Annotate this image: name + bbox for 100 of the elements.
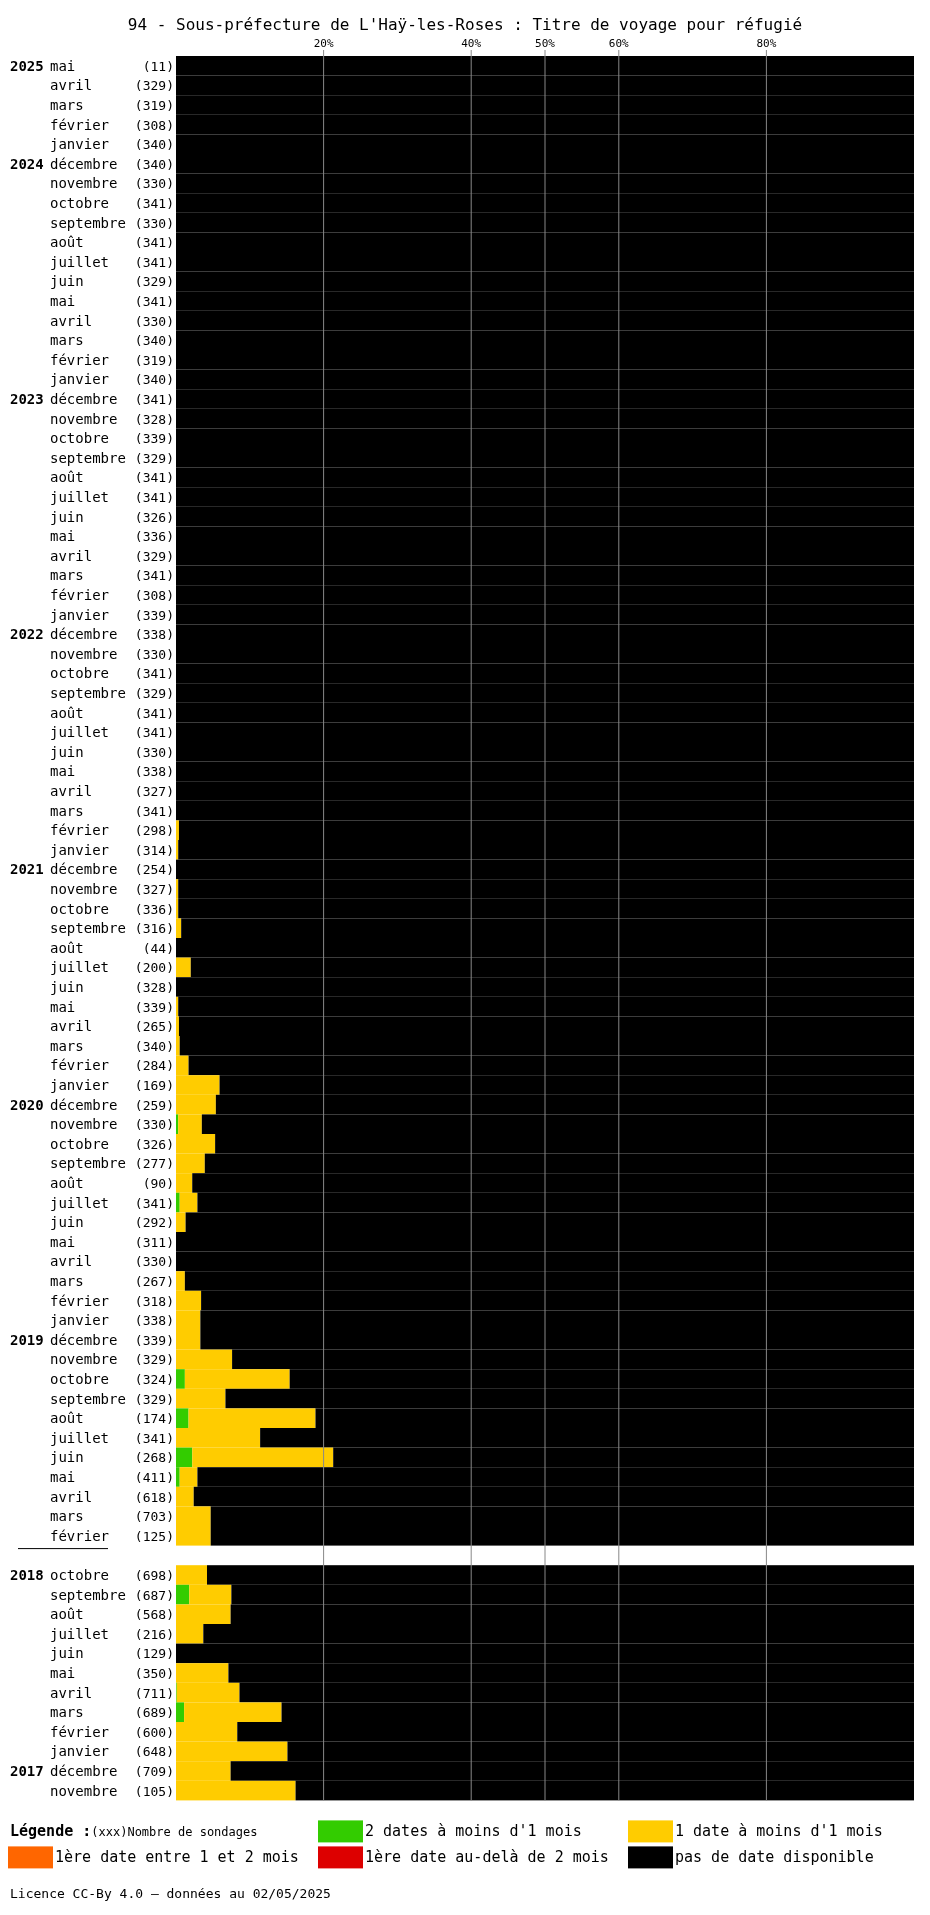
category-label: mai (339) bbox=[50, 998, 174, 1015]
category-label: janvier (314) bbox=[50, 841, 174, 858]
category-label: 2025 mai (11) bbox=[10, 57, 174, 74]
category-label: mai (350) bbox=[50, 1665, 174, 1681]
category-label: 2018 octobre (698) bbox=[10, 1567, 174, 1583]
category-label: octobre (339) bbox=[50, 430, 174, 447]
y-tick-label: septembre (329) bbox=[50, 685, 174, 701]
x-tick-label: 80% bbox=[756, 37, 777, 50]
category-label: mars (341) bbox=[50, 567, 174, 584]
category-label: juillet (200) bbox=[50, 959, 174, 976]
category-label: 2020 décembre (259) bbox=[10, 1096, 174, 1113]
x-tick-label: 50% bbox=[535, 37, 556, 50]
category-label: août (174) bbox=[50, 1410, 174, 1427]
category-label: octobre (341) bbox=[50, 665, 174, 682]
category-label: mai (338) bbox=[50, 763, 174, 780]
category-label: août (341) bbox=[50, 234, 174, 251]
y-tick-label: septembre (277) bbox=[50, 1155, 174, 1172]
category-label: octobre (324) bbox=[50, 1371, 174, 1387]
x-tick-label: 20% bbox=[313, 37, 334, 50]
category-label: novembre (328) bbox=[50, 410, 174, 427]
category-label: janvier (169) bbox=[50, 1077, 174, 1093]
text: (xxx)Nombre de sondages bbox=[91, 1825, 258, 1840]
category-label: avril (329) bbox=[50, 77, 174, 94]
category-label: janvier (340) bbox=[50, 371, 174, 388]
y-tick-label: septembre (316) bbox=[50, 920, 174, 937]
x-tick-label: 40% bbox=[461, 37, 482, 50]
category-label: juillet (216) bbox=[50, 1625, 174, 1642]
category-label: juillet (341) bbox=[50, 253, 174, 270]
category-label: mai (411) bbox=[50, 1469, 174, 1485]
category-label: février (308) bbox=[50, 587, 174, 603]
category-label: juin (292) bbox=[50, 1214, 174, 1231]
category-label: juin (329) bbox=[50, 273, 174, 290]
x-tick-label: 60% bbox=[608, 37, 630, 50]
category-label: janvier (340) bbox=[50, 136, 174, 153]
category-label: janvier (339) bbox=[50, 606, 174, 623]
category-label: avril (265) bbox=[50, 1018, 174, 1035]
category-label: 2023 décembre (341) bbox=[10, 391, 174, 407]
chart-title: 94 - Sous-préfecture de L'Haÿ-les-Roses : Titre de voyage pour réfugié bbox=[127, 15, 803, 34]
category-label: mars (341) bbox=[50, 802, 174, 819]
category-label: juin (326) bbox=[50, 508, 174, 525]
category-label: 2019 décembre (339) bbox=[10, 1331, 174, 1348]
category-label: août (341) bbox=[50, 704, 174, 721]
legend-label: 1ère date au-delà de 2 mois bbox=[365, 1848, 609, 1867]
category-label: juin (268) bbox=[50, 1449, 174, 1466]
y-tick-label: septembre (329) bbox=[50, 1390, 174, 1407]
category-label: janvier (648) bbox=[50, 1743, 174, 1760]
legend-label: 1ère date entre 1 et 2 mois bbox=[55, 1848, 299, 1867]
category-label: octobre (341) bbox=[50, 195, 174, 211]
category-label: février (600) bbox=[50, 1723, 174, 1740]
category-label: avril (327) bbox=[50, 783, 174, 799]
category-label: août (90) bbox=[50, 1175, 174, 1191]
category-label: juillet (341) bbox=[50, 1429, 174, 1446]
category-label: 2021 décembre (254) bbox=[10, 861, 174, 878]
category-label: avril (330) bbox=[50, 1253, 174, 1270]
category-label: novembre (330) bbox=[50, 1116, 174, 1133]
category-label: avril (711) bbox=[50, 1684, 174, 1701]
y-tick-label: septembre (330) bbox=[50, 214, 174, 231]
category-label: novembre (327) bbox=[50, 881, 174, 897]
category-label: mars (267) bbox=[50, 1273, 174, 1289]
category-label: février (318) bbox=[50, 1292, 174, 1309]
category-label: février (319) bbox=[50, 351, 174, 368]
legend-label: 2 dates à moins d'1 mois bbox=[365, 1822, 582, 1841]
category-label: novembre (330) bbox=[50, 175, 174, 192]
y-tick-label: septembre (687) bbox=[50, 1586, 174, 1603]
category-label: juin (129) bbox=[50, 1645, 174, 1662]
legend-label: 1 date à moins d'1 mois bbox=[675, 1822, 883, 1841]
category-label: 2022 décembre (338) bbox=[10, 626, 174, 643]
category-label: avril (618) bbox=[50, 1488, 174, 1505]
text: Licence CC-By 4.0 — données au 02/05/2025 bbox=[10, 1886, 331, 1902]
category-label: février (308) bbox=[50, 116, 174, 133]
category-label: janvier (338) bbox=[50, 1312, 174, 1329]
category-label: mai (336) bbox=[50, 528, 174, 545]
legend-label: pas de date disponible bbox=[675, 1848, 874, 1867]
category-label: février (125) bbox=[50, 1527, 174, 1544]
category-label: février (284) bbox=[50, 1057, 174, 1074]
category-label: 2024 décembre (340) bbox=[10, 155, 174, 172]
category-label: octobre (326) bbox=[50, 1135, 174, 1152]
category-label: novembre (105) bbox=[50, 1782, 174, 1799]
category-label: août (44) bbox=[50, 939, 174, 956]
category-label: avril (330) bbox=[50, 312, 174, 329]
category-label: août (341) bbox=[50, 469, 174, 486]
category-label: juillet (341) bbox=[50, 724, 174, 741]
category-label: mai (311) bbox=[50, 1233, 174, 1250]
category-label: mars (703) bbox=[50, 1508, 174, 1525]
category-label: juin (328) bbox=[50, 979, 174, 995]
category-label: mars (319) bbox=[50, 97, 174, 113]
y-tick-label: septembre (329) bbox=[50, 449, 174, 466]
category-label: 2017 décembre (709) bbox=[10, 1763, 174, 1779]
category-label: juillet (341) bbox=[50, 1194, 174, 1211]
category-label: mars (340) bbox=[50, 1037, 174, 1054]
category-label: novembre (330) bbox=[50, 645, 174, 662]
category-label: février (298) bbox=[50, 822, 174, 839]
category-label: août (568) bbox=[50, 1606, 174, 1623]
category-label: juin (330) bbox=[50, 743, 174, 760]
category-label: mai (341) bbox=[50, 293, 174, 309]
category-label: mars (689) bbox=[50, 1704, 174, 1721]
category-label: novembre (329) bbox=[50, 1351, 174, 1368]
category-label: avril (329) bbox=[50, 547, 174, 564]
legend-title: Légende : bbox=[10, 1822, 92, 1841]
category-label: mars (340) bbox=[50, 332, 174, 349]
